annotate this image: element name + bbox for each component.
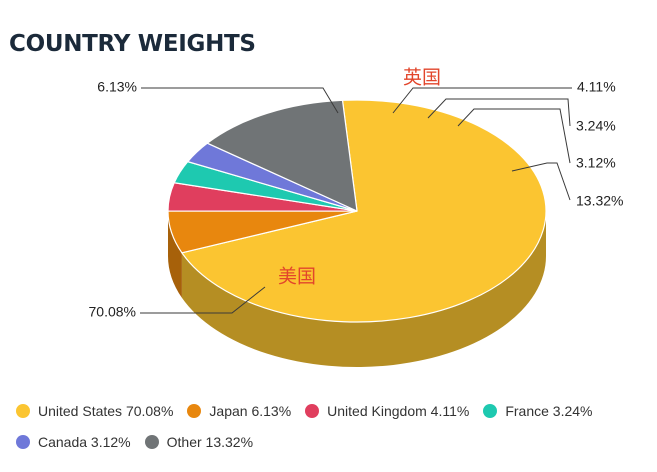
pie-slice-united-states (181, 99, 547, 323)
leader-line-other (511, 162, 571, 201)
leader-line-united-kingdom (392, 87, 572, 114)
pie-side-united-states (181, 211, 546, 367)
legend-label: France 3.24% (505, 403, 593, 419)
legend-label: United Kingdom 4.11% (327, 403, 470, 419)
legend-swatch (144, 435, 159, 449)
legend-label: Canada 3.12% (38, 434, 131, 450)
legend-item-united-kingdom[interactable]: United Kingdom 4.11% (305, 403, 469, 419)
legend-swatch (187, 404, 202, 418)
legend-item-other[interactable]: Other 13.32% (144, 434, 254, 450)
leader-line-united-states (140, 286, 266, 314)
annotation-united-kingdom: 英国 (403, 67, 441, 89)
chart-title: COUNTRY WEIGHTS (9, 31, 256, 57)
annotation-united-states: 美国 (278, 266, 316, 288)
data-label-canada: 3.12% (576, 155, 616, 171)
legend-swatch (16, 404, 30, 418)
data-label-japan: 6.13% (97, 79, 137, 95)
legend-label: Japan 6.13% (209, 403, 292, 419)
legend-row: Canada 3.12% Other 13.32% (16, 432, 656, 452)
legend-label: United States 70.08% (38, 403, 174, 419)
legend-item-canada[interactable]: Canada 3.12% (16, 434, 131, 450)
legend-row: United States 70.08% Japan 6.13% United Ki… (16, 401, 656, 421)
data-label-other: 13.32% (576, 193, 623, 209)
legend-item-japan[interactable]: Japan 6.13% (187, 403, 291, 419)
legend-swatch (483, 404, 498, 418)
leader-line-france (427, 98, 571, 127)
legend-item-united-states[interactable]: United States 70.08% (16, 403, 173, 419)
legend-item-france[interactable]: France 3.24% (483, 403, 593, 419)
pie-chart: 70.08% 6.13% 4.11% 3.24% 3.12% 13.32% 美国 英国 (89, 67, 623, 367)
data-label-united-kingdom: 4.11% (577, 79, 616, 95)
leader-line-canada (457, 108, 571, 164)
chart-legend: United States 70.08% Japan 6.13% United Ki… (16, 401, 656, 463)
legend-swatch (16, 435, 30, 449)
legend-swatch (305, 404, 320, 418)
data-label-united-states: 70.08% (89, 304, 136, 320)
data-label-france: 3.24% (576, 118, 616, 134)
leader-line-japan (141, 87, 339, 114)
legend-label: Other 13.32% (166, 434, 254, 450)
